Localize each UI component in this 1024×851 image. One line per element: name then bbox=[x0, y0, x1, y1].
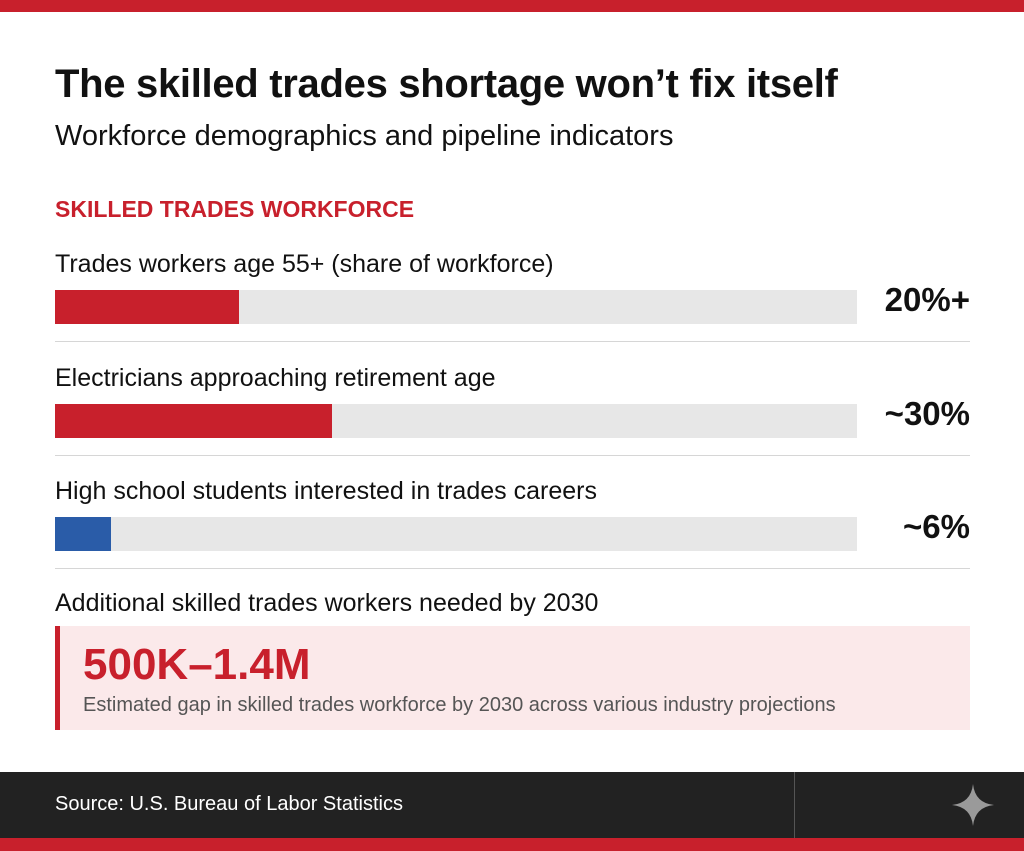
bar-value-label: 20%+ bbox=[884, 281, 970, 318]
metric-row-age-55: Trades workers age 55+ (share of workfor… bbox=[55, 250, 970, 364]
bar-value-label: ~6% bbox=[903, 508, 970, 545]
sparkle-icon bbox=[952, 784, 994, 826]
bar-category-label: High school students interested in trade… bbox=[55, 477, 597, 505]
bar-track bbox=[55, 517, 857, 551]
divider bbox=[55, 341, 970, 342]
metric-row-students: High school students interested in trade… bbox=[55, 477, 970, 591]
divider bbox=[55, 568, 970, 569]
page-subtitle: Workforce demographics and pipeline indi… bbox=[55, 120, 674, 152]
gap-value: 500K–1.4M bbox=[83, 640, 311, 689]
bar-students bbox=[55, 517, 112, 551]
section-label: SKILLED TRADES WORKFORCE bbox=[55, 196, 415, 222]
bar-electricians bbox=[55, 404, 332, 438]
bar-track bbox=[55, 404, 857, 438]
gap-accent-bar bbox=[55, 626, 60, 730]
bar-age-55 bbox=[55, 290, 240, 324]
footer: Source: U.S. Bureau of Labor Statistics bbox=[0, 772, 1024, 838]
gap-description: Estimated gap in skilled trades workforc… bbox=[83, 694, 836, 716]
bar-category-label: Trades workers age 55+ (share of workfor… bbox=[55, 250, 554, 278]
source-text: Source: U.S. Bureau of Labor Statistics bbox=[55, 793, 403, 815]
footer-divider bbox=[794, 772, 795, 838]
gap-callout: 500K–1.4M Estimated gap in skilled trade… bbox=[55, 626, 970, 730]
page-title: The skilled trades shortage won’t fix it… bbox=[55, 62, 838, 106]
divider bbox=[55, 455, 970, 456]
top-accent-bar bbox=[0, 0, 1024, 12]
bar-value-label: ~30% bbox=[884, 395, 970, 432]
bar-category-label: Electricians approaching retirement age bbox=[55, 364, 496, 392]
bottom-accent-bar bbox=[0, 838, 1024, 851]
bar-track bbox=[55, 290, 857, 324]
gap-label: Additional skilled trades workers needed… bbox=[55, 589, 599, 617]
metric-row-electricians: Electricians approaching retirement age … bbox=[55, 364, 970, 478]
